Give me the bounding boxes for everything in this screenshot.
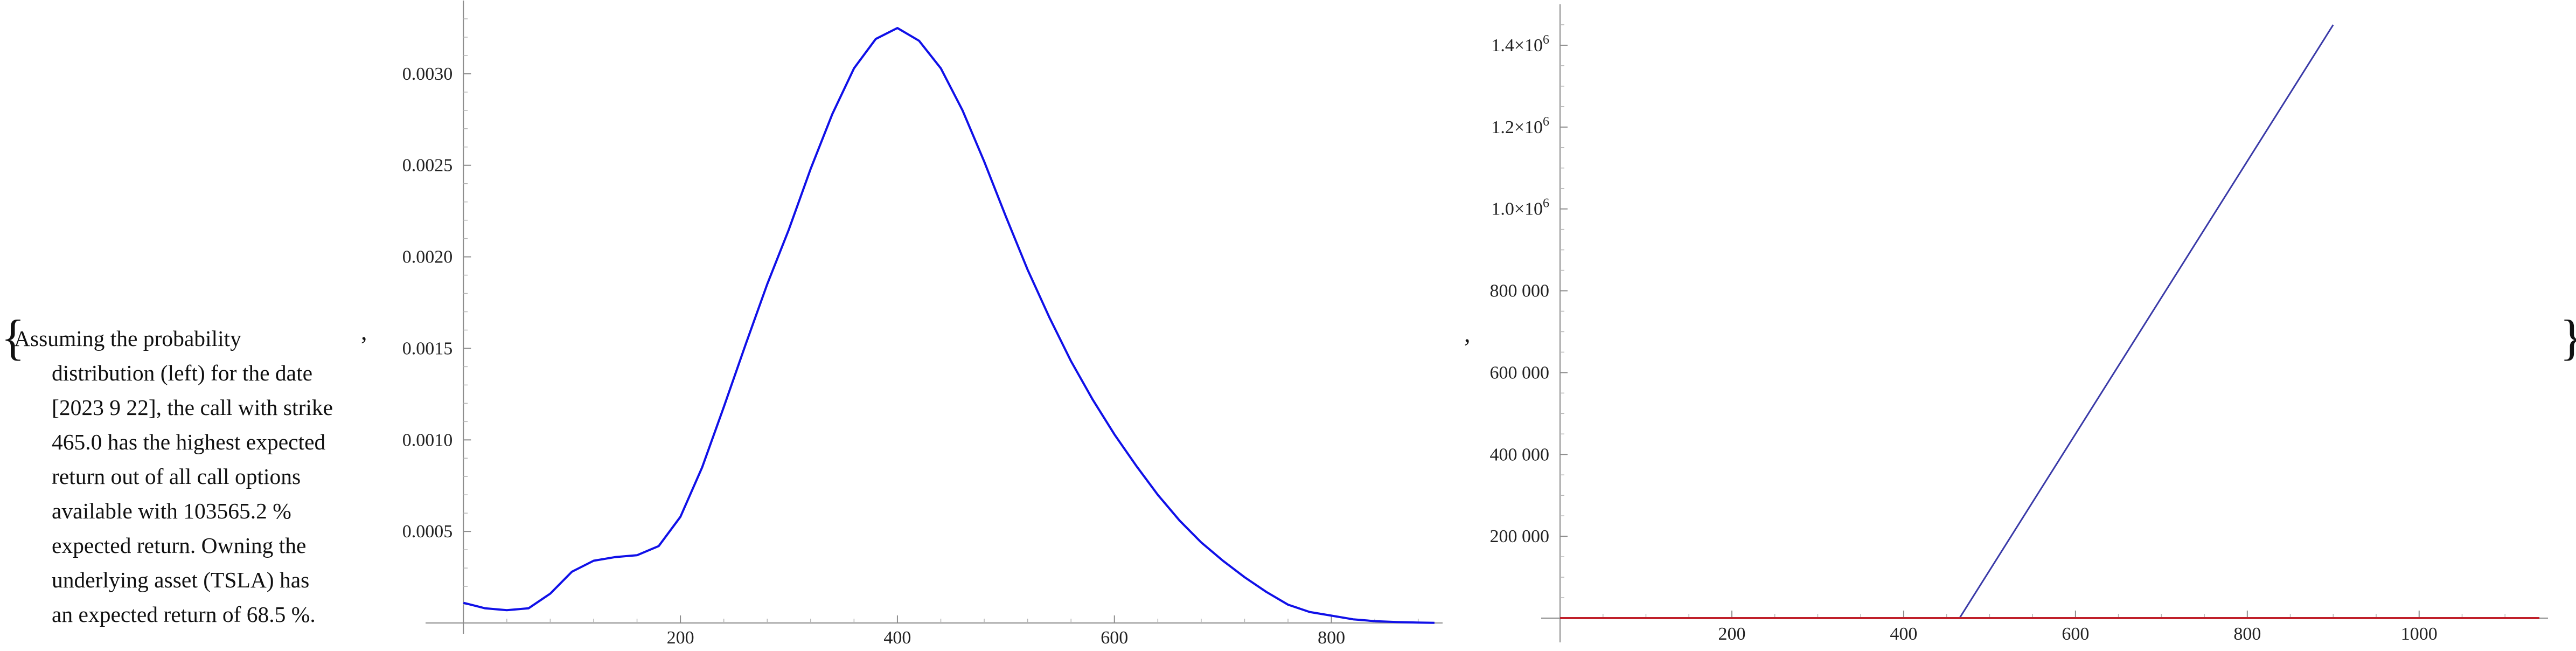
x-tick-label: 1000 [2401,624,2438,644]
y-tick-label: 600 000 [1490,363,1550,383]
list-open-brace: { [1,310,25,365]
caption-line: [2023 9 22], the call with strike [52,395,333,420]
y-tick-label: 1.0×106 [1491,197,1549,219]
x-tick-label: 400 [883,628,911,648]
density-curve [463,27,1435,624]
y-tick-label: 0.0025 [402,156,453,176]
y-tick-label: 400 000 [1490,445,1550,465]
y-tick-label: 1.2×106 [1491,115,1549,137]
caption-line: underlying asset (TSLA) has [52,567,310,592]
x-tick-label: 800 [1318,628,1345,648]
y-tick-label: 0.0005 [402,522,453,542]
list-close-brace: } [2560,313,2576,362]
x-tick-label: 200 [667,628,694,648]
caption-line: expected return. Owning the [52,533,307,558]
y-tick-label: 0.0015 [402,338,453,358]
y-tick-label: 0.0030 [402,64,453,84]
call-payoff-line [1560,24,2334,619]
caption-line: return out of all call options [52,464,301,489]
x-tick-label: 600 [2062,624,2089,644]
caption-line: an expected return of 68.5 %. [52,602,316,627]
caption-line: Assuming the probability [14,326,241,351]
list-separator: , [1464,320,1471,347]
y-tick-label: 1.4×106 [1491,33,1549,56]
y-tick-label: 200 000 [1490,527,1550,546]
x-tick-label: 600 [1101,628,1128,648]
x-tick-label: 400 [1890,624,1917,644]
y-tick-label: 0.0010 [402,430,453,450]
list-separator: , [361,317,367,345]
caption-line: distribution (left) for the date [52,361,313,385]
result-caption: Assuming the probability distribution (l… [14,321,359,632]
x-tick-label: 800 [2233,624,2261,644]
caption-line: 465.0 has the highest expected [52,430,326,454]
caption-line: available with 103565.2 % [52,498,291,523]
y-tick-label: 0.0020 [402,247,453,267]
y-tick-label: 800 000 [1490,281,1550,301]
x-tick-label: 200 [1718,624,1745,644]
